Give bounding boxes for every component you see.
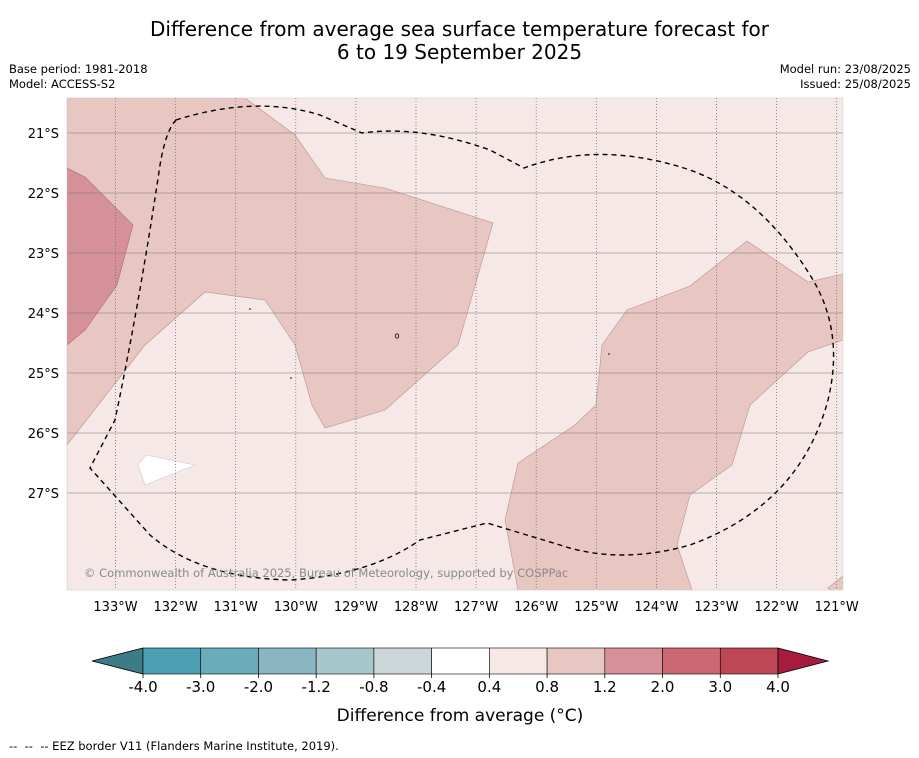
- lat-label: 24°S: [28, 307, 59, 322]
- lon-label: 122°W: [755, 600, 799, 615]
- island-mark: [608, 353, 610, 355]
- anomaly-region-neutral: [137, 454, 197, 486]
- colorbar-segment: [373, 647, 432, 675]
- anomaly-region-0812-east: [504, 240, 843, 590]
- colorbar-segment: [604, 647, 663, 675]
- island-mark: [249, 308, 251, 310]
- colorbar-tick-label: -2.0: [244, 678, 273, 696]
- colorbar-extend-low: [91, 647, 144, 675]
- chart-title: Difference from average sea surface temp…: [0, 18, 919, 64]
- map-frame: [66, 97, 844, 591]
- colorbar: -4.0 -3.0 -2.0 -1.2 -0.8 -0.4 0.4 0.8 1.2 2.0 3.0 4…: [91, 647, 830, 696]
- lon-label: 125°W: [574, 600, 618, 615]
- colorbar-segment: [431, 647, 490, 675]
- island-mark: [394, 333, 400, 339]
- colorbar-segment: [200, 647, 259, 675]
- lon-label: 130°W: [274, 600, 318, 615]
- colorbar-tick-label: 4.0: [766, 678, 790, 696]
- lat-label: 26°S: [28, 427, 59, 442]
- lat-label: 25°S: [28, 367, 59, 382]
- colorbar-tick-label: 3.0: [708, 678, 732, 696]
- colorbar-segment: [719, 647, 779, 675]
- lon-label: 129°W: [334, 600, 378, 615]
- lon-label: 132°W: [154, 600, 198, 615]
- colorbar-label: Difference from average (°C): [337, 706, 584, 726]
- colorbar-segment: [662, 647, 721, 675]
- model-name: Model: ACCESS-S2: [9, 77, 116, 91]
- colorbar-tick-label: -4.0: [128, 678, 157, 696]
- longitude-labels: 133°W 132°W 131°W 130°W 129°W 128°W 127°W 126°W…: [93, 600, 859, 615]
- colorbar-tick-label: 2.0: [651, 678, 675, 696]
- colorbar-segment: [142, 647, 202, 675]
- model-run: Model run: 23/08/2025: [779, 62, 911, 76]
- lon-label: 123°W: [694, 600, 738, 615]
- lon-label: 128°W: [394, 600, 438, 615]
- lat-label: 21°S: [28, 127, 59, 142]
- colorbar-segment: [315, 647, 375, 675]
- map-gridlines: [67, 98, 843, 590]
- lon-label: 126°W: [514, 600, 558, 615]
- colorbar-tick-label: -0.4: [417, 678, 446, 696]
- lon-label: 124°W: [634, 600, 678, 615]
- eez-border: [89, 105, 835, 581]
- lon-label: 127°W: [454, 600, 498, 615]
- colorbar-segment: [489, 647, 548, 675]
- anomaly-region-0812-north: [67, 98, 494, 446]
- title-line-2: 6 to 19 September 2025: [336, 40, 583, 64]
- colorbar-tick-label: 0.8: [535, 678, 559, 696]
- colorbar-tick-label: 1.2: [593, 678, 617, 696]
- colorbar-segment: [258, 647, 317, 675]
- colorbar-tick-label: 0.4: [477, 678, 501, 696]
- lat-label: 22°S: [28, 187, 59, 202]
- island-mark: [290, 377, 292, 379]
- copyright-watermark: © Commonwealth of Australia 2025, Bureau…: [84, 566, 568, 580]
- latitude-labels: 21°S 22°S 23°S 24°S 25°S 26°S 27°S: [28, 127, 59, 502]
- issued-date: Issued: 25/08/2025: [800, 77, 911, 91]
- lat-label: 23°S: [28, 247, 59, 262]
- lon-label: 121°W: [815, 600, 859, 615]
- title-line-1: Difference from average sea surface temp…: [149, 17, 769, 41]
- colorbar-tick-label: -0.8: [359, 678, 388, 696]
- meta-left: Base period: 1981-2018 Model: ACCESS-S2: [9, 62, 148, 92]
- lat-label: 27°S: [28, 487, 59, 502]
- colorbar-tick-label: -3.0: [186, 678, 215, 696]
- colorbar-extend-high: [777, 647, 830, 675]
- colorbar-segment: [546, 647, 606, 675]
- base-period: Base period: 1981-2018: [9, 62, 148, 76]
- anomaly-region-1220-west: [67, 167, 134, 346]
- eez-footnote: -- -- -- EEZ border V11 (Flanders Marine…: [9, 739, 339, 753]
- sst-anomaly-map: © Commonwealth of Australia 2025, Bureau…: [67, 98, 843, 590]
- colorbar-tick-label: -1.2: [302, 678, 331, 696]
- anomaly-region-0812-corner: [827, 575, 843, 590]
- lon-label: 131°W: [214, 600, 258, 615]
- meta-right: Model run: 23/08/2025 Issued: 25/08/2025: [780, 62, 911, 92]
- lon-label: 133°W: [93, 600, 137, 615]
